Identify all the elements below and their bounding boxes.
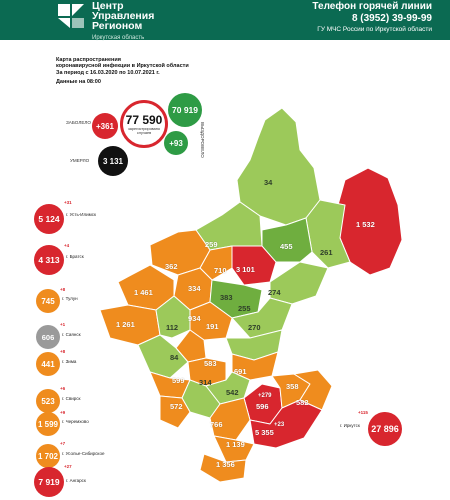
region-slyudyansky[interactable]: [213, 435, 255, 463]
region-angarsky[interactable]: [249, 399, 323, 449]
city-delta: +8: [60, 287, 66, 292]
city-badge-ust-ilimsk: 5 124: [34, 204, 64, 234]
region-value: 582: [296, 398, 309, 407]
region-value: 596: [256, 402, 269, 411]
brand-title: Центр Управления Регионом Иркутская обла…: [92, 1, 154, 43]
region-value: 358: [286, 382, 299, 391]
region-value: 1 261: [116, 320, 135, 329]
info-line-3: За период с 16.03.2020 по 10.07.2021 г.: [56, 69, 160, 76]
map-description: Карта распространения коронавирусной инф…: [56, 57, 189, 85]
region-alarsky[interactable]: [159, 395, 191, 429]
region-delta: +23: [274, 422, 285, 428]
total-cases-label: зарегистрировано случаев: [128, 126, 160, 135]
region-value: 766: [210, 420, 223, 429]
region-value: 5 355: [255, 428, 274, 437]
city-name: г. Черемхово: [62, 419, 89, 424]
died-label: УМЕРЛО: [70, 158, 90, 163]
city-delta: +4: [64, 243, 70, 248]
total-cases-circle: 77 590 зарегистрировано случаев: [120, 100, 168, 148]
city-name: г. Саянск: [62, 332, 81, 337]
city-delta: +9: [60, 410, 66, 415]
region-value: 334: [188, 284, 201, 293]
hotline-phone[interactable]: 8 (3952) 39-99-99: [351, 13, 432, 24]
hotline-block: Телефон горячей линии 8 (3952) 39-99-99 …: [312, 1, 432, 33]
sick-label: ЗАБОЛЕЛО: [66, 120, 91, 125]
region-value: 572: [170, 402, 183, 411]
logo-icon: [58, 4, 84, 28]
region-value: 362: [165, 262, 178, 271]
region-mamsko-chuysky[interactable]: [305, 199, 351, 269]
brand-line-2: Управления: [92, 10, 155, 22]
region-value: 542: [226, 388, 239, 397]
city-badge-angarsk: 7 919: [34, 467, 64, 497]
recovered-delta-badge: +93: [164, 131, 188, 155]
info-line-2: коронавирусной инфекции в Иркутской обла…: [56, 63, 189, 70]
city-badge-zima: 441: [36, 352, 60, 376]
city-badge-bratsk: 4 313: [34, 245, 64, 275]
region-shelekhovsky[interactable]: [199, 453, 247, 483]
region-value: 1 532: [356, 220, 375, 229]
city-name: г. Ангарск: [66, 478, 86, 483]
region-value: 710: [214, 266, 227, 275]
city-delta: +1: [60, 322, 66, 327]
region-value: 934: [188, 314, 201, 323]
city-name: г. Свирск: [62, 396, 81, 401]
region-delta: +279: [258, 393, 272, 399]
region-value: 314: [199, 378, 212, 387]
city-badge-sayansk: 606: [36, 325, 60, 349]
total-cases-value: 77 590: [125, 112, 163, 127]
region-value: 84: [170, 353, 179, 362]
region-value: 274: [268, 288, 281, 297]
as-of-time: Данные на 08:00: [56, 78, 101, 85]
region-value: 191: [206, 322, 219, 331]
header-banner: Центр Управления Регионом Иркутская обла…: [0, 0, 450, 43]
city-delta: +8: [60, 349, 66, 354]
city-delta: +115: [358, 410, 368, 415]
region-value: 270: [248, 323, 261, 332]
region-value: 34: [264, 178, 273, 187]
region-value: 259: [205, 240, 218, 249]
brand-line-3: Регионом: [92, 20, 143, 32]
city-badge-cheremkhovo: 1 599: [36, 412, 60, 436]
region-katangsky[interactable]: [236, 107, 321, 226]
sick-delta-badge: +361: [92, 113, 118, 139]
city-badge-tulun: 745: [36, 289, 60, 313]
city-delta: +7: [60, 441, 66, 446]
city-delta: +31: [64, 200, 72, 205]
region-value: 1 139: [226, 440, 245, 449]
region-value: 255: [238, 304, 251, 313]
region-value: 1 461: [134, 288, 153, 297]
city-name: г. Тулун: [62, 296, 78, 301]
city-badge-irkutsk: 27 896: [368, 412, 402, 446]
region-value: 1 356: [216, 460, 235, 469]
region-value: 261: [320, 248, 333, 257]
hotline-title: Телефон горячей линии: [312, 1, 432, 12]
info-line-1: Карта распространения: [56, 57, 121, 63]
recovered-badge: 70 919: [168, 93, 202, 127]
region-value: 383: [220, 293, 233, 302]
city-badge-svirsk: 523: [36, 389, 60, 413]
city-delta: +27: [64, 464, 72, 469]
city-name: г. Усть-Илимск: [66, 212, 96, 217]
region-value: 3 101: [236, 265, 255, 274]
brand-subtitle: Иркутская область: [92, 35, 145, 41]
region-kazachinsko-lensky[interactable]: [269, 261, 329, 305]
city-name: г. Усолье-Сибирское: [62, 451, 105, 456]
region-value: 455: [280, 242, 293, 251]
city-name: г. Братск: [66, 254, 84, 259]
hotline-org: ГУ МЧС России по Иркутской области: [317, 26, 432, 33]
died-badge: 3 131: [98, 146, 128, 176]
city-badge-usolye: 1 702: [36, 444, 60, 468]
city-name: г. Иркутск: [340, 423, 360, 428]
city-delta: +6: [60, 386, 66, 391]
region-value: 691: [234, 367, 247, 376]
region-value: 599: [172, 376, 185, 385]
region-value: 583: [204, 359, 217, 368]
region-value: 112: [166, 323, 179, 332]
region-bratsky-north[interactable]: [149, 229, 211, 276]
brand-line-1: Центр: [92, 0, 124, 12]
city-name: г. Зима: [62, 359, 77, 364]
